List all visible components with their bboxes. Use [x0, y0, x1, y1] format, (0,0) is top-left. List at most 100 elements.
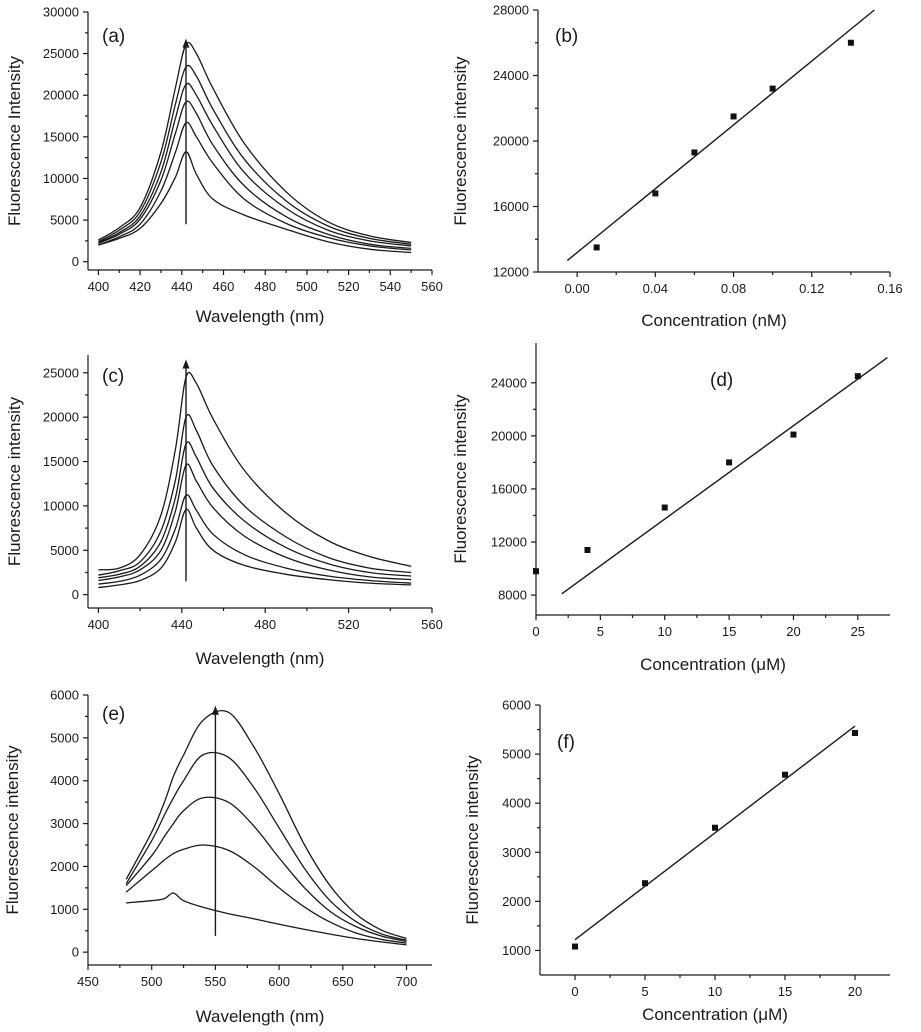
x-tick-label: 0 — [532, 624, 539, 639]
x-tick-label: 500 — [141, 974, 163, 989]
x-tick-label: 450 — [77, 974, 99, 989]
x-tick-label: 560 — [421, 279, 443, 294]
spectrum-line-2 — [98, 494, 412, 585]
y-tick-label: 16000 — [493, 199, 529, 214]
spectrum-line-4 — [125, 751, 407, 941]
spectrum-line-5 — [125, 710, 407, 940]
x-tick-label: 20 — [786, 624, 800, 639]
x-tick-label: 560 — [421, 617, 443, 632]
y-tick-label: 6000 — [50, 688, 79, 703]
spectrum-line-2 — [125, 844, 407, 944]
x-tick-label: 460 — [213, 279, 235, 294]
increase-arrow-head — [211, 705, 219, 715]
data-point — [769, 85, 776, 92]
x-tick-label: 540 — [379, 279, 401, 294]
y-tick-label: 1000 — [502, 943, 531, 958]
y-tick-label: 20000 — [491, 428, 527, 443]
x-tick-label: 550 — [205, 974, 227, 989]
panel-a: 400 420 440 460 480 500 520 540 560 0 5000 10000 150… — [5, 5, 443, 327]
panel-e: 450 500 550 600 650 700 0 1000 2000 3000 4000 5000 6… — [3, 688, 432, 1026]
y-tick-label: 24000 — [493, 68, 529, 83]
data-point — [533, 568, 539, 575]
x-tick-label: 440 — [171, 279, 193, 294]
x-axis-title: Wavelength (nm) — [196, 649, 325, 668]
x-tick-label: 440 — [171, 617, 193, 632]
panel-c: 400 440 480 520 560 0 5000 10000 15000 20000 25000… — [5, 355, 443, 668]
spectrum-line-1 — [98, 151, 412, 254]
y-axis-title: Fluorescence intensity — [3, 745, 22, 915]
y-axis-title: Fluorescence intensity — [451, 56, 470, 226]
panel-d: 0 5 10 15 20 25 8000 12000 16000 20000 24000 Concen… — [451, 343, 890, 674]
data-point — [730, 113, 737, 120]
x-tick-label: 0 — [571, 984, 578, 999]
data-point — [642, 880, 648, 887]
x-tick-label: 0.08 — [721, 281, 746, 296]
x-axis-title: Wavelength (nm) — [196, 307, 325, 326]
linear-fit-line — [561, 357, 888, 595]
y-tick-label: 5000 — [50, 213, 79, 228]
data-point — [652, 190, 659, 197]
y-tick-label: 4000 — [502, 796, 531, 811]
y-axis-title: Fluorescence intensity — [5, 396, 24, 566]
x-tick-label: 500 — [296, 279, 318, 294]
spectrum-line-6 — [98, 371, 412, 571]
y-tick-label: 20000 — [493, 134, 529, 149]
x-tick-label: 420 — [129, 279, 151, 294]
x-tick-label: 600 — [268, 974, 290, 989]
spectrum-line-4 — [98, 82, 412, 247]
data-point — [726, 459, 733, 466]
x-tick-label: 400 — [88, 279, 110, 294]
x-axis-title: Concentration (μM) — [640, 655, 786, 674]
y-tick-label: 20000 — [43, 410, 79, 425]
data-point — [691, 149, 698, 156]
data-point — [790, 431, 797, 438]
y-tick-label: 8000 — [498, 588, 527, 603]
x-tick-label: 520 — [338, 279, 360, 294]
spectrum-line-4 — [98, 441, 412, 579]
linear-fit-line — [574, 725, 856, 941]
y-tick-label: 15000 — [43, 454, 79, 469]
panel-label: (b) — [555, 26, 578, 47]
y-tick-label: 16000 — [491, 481, 527, 496]
y-tick-label: 6000 — [502, 698, 531, 713]
y-tick-label: 25000 — [43, 365, 79, 380]
panel-label: (d) — [710, 370, 733, 391]
y-tick-label: 5000 — [502, 747, 531, 762]
y-tick-label: 1000 — [50, 902, 79, 917]
panel-label: (c) — [102, 366, 124, 387]
increase-arrow-head — [182, 38, 190, 48]
increase-arrow-head — [182, 359, 190, 369]
panel-label: (f) — [557, 732, 575, 753]
y-tick-label: 3000 — [502, 845, 531, 860]
y-axis-title: Fluorescence intensity — [463, 755, 482, 925]
x-tick-label: 0.00 — [564, 281, 589, 296]
x-axis-title: Wavelength (nm) — [196, 1007, 325, 1026]
spectrum-line-3 — [125, 796, 407, 943]
data-point — [712, 824, 718, 831]
y-axis-title: Fluorescence Intensity — [5, 55, 24, 226]
x-tick-label: 25 — [851, 624, 865, 639]
y-tick-label: 0 — [72, 587, 79, 602]
x-tick-label: 0.16 — [877, 281, 902, 296]
x-tick-label: 480 — [254, 279, 276, 294]
y-tick-label: 3000 — [50, 816, 79, 831]
y-tick-label: 25000 — [43, 46, 79, 61]
panel-label: (e) — [102, 704, 125, 725]
x-tick-label: 520 — [338, 617, 360, 632]
x-tick-label: 480 — [254, 617, 276, 632]
y-tick-label: 10000 — [43, 171, 79, 186]
x-axis-title: Concentration (μM) — [642, 1005, 788, 1024]
y-tick-label: 12000 — [491, 535, 527, 550]
x-tick-label: 15 — [778, 984, 792, 999]
y-tick-label: 5000 — [50, 730, 79, 745]
data-point — [584, 546, 591, 553]
spectrum-line-1 — [126, 892, 407, 946]
x-axis-title: Concentration (nM) — [641, 311, 787, 330]
spectrum-line-5 — [98, 413, 412, 576]
x-tick-label: 5 — [641, 984, 648, 999]
y-tick-label: 0 — [72, 254, 79, 269]
spectrum-line-3 — [98, 463, 412, 582]
spectrum-line-6 — [98, 41, 412, 244]
x-tick-label: 20 — [848, 984, 862, 999]
